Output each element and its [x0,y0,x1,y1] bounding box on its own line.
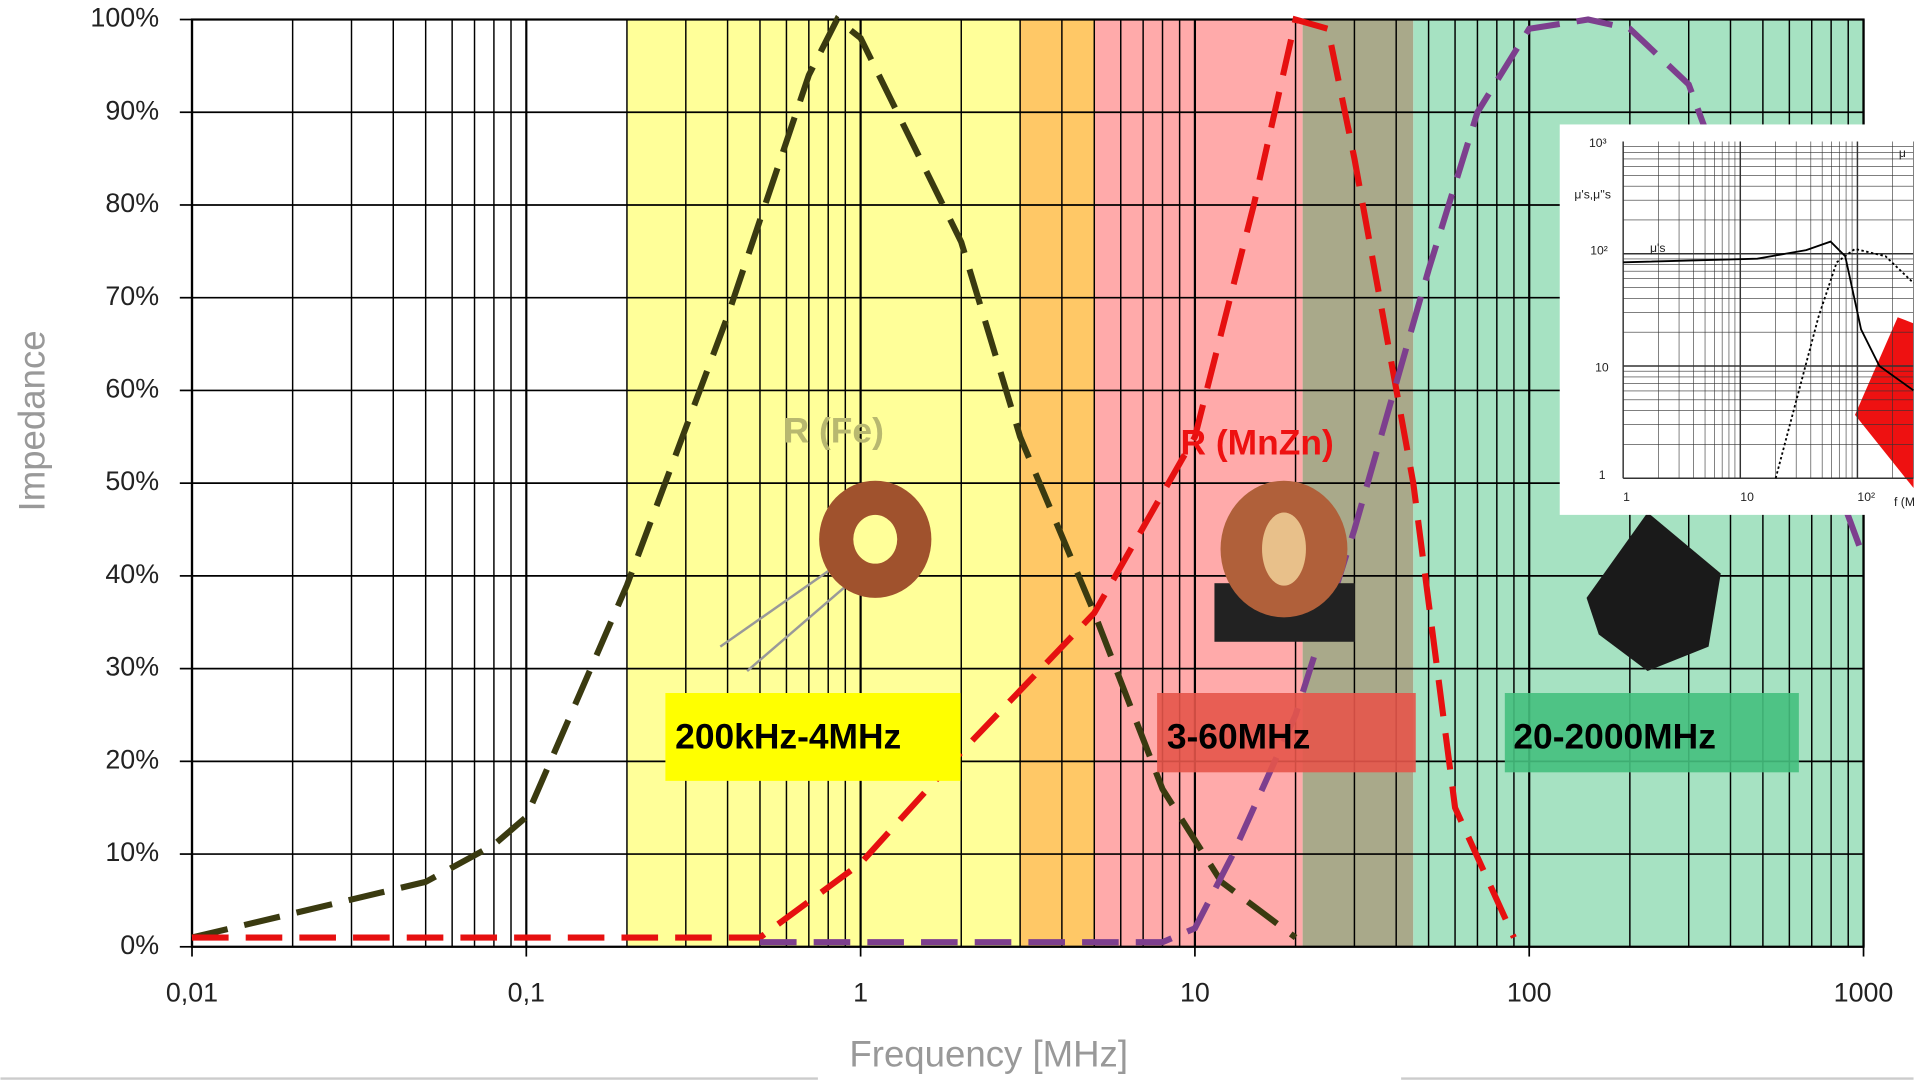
band-label: 3-60MHz [1167,718,1311,757]
photos [719,480,1721,672]
band-label: 20-2000MHz [1513,718,1716,757]
y-tick-label: 10% [105,837,159,867]
inset-label: 10³ [1589,136,1607,150]
curves [191,14,1867,946]
inset-label: 10 [1595,361,1609,375]
inset-label: f (M [1894,495,1914,509]
x-axis-title: Frequency [MHz] [849,1033,1128,1074]
band-label-box [1504,693,1799,773]
arrow [1854,317,1914,489]
inset-curve [1774,247,1914,479]
x-tick-label: 0,1 [508,977,545,1007]
inset-label: 10² [1590,244,1608,258]
y-tick-label: 70% [105,281,159,311]
inset-label: μ's,μ''s [1574,187,1611,201]
y-tick-label: 30% [105,652,159,682]
impedance-curve [191,14,1298,941]
y-tick-label: 80% [105,188,159,218]
common-mode-choke-photo [1214,480,1355,642]
inset-curve [1623,240,1914,392]
impedance-curve [192,15,1517,941]
annotations: 200kHz-4MHz 3-60MHz 20-2000MHz R (Fe) R (MnZ… [665,411,1799,781]
x-tick-label: 100 [1507,977,1552,1007]
x-tick-label: 10 [1180,977,1210,1007]
y-axis-title: Impedance [11,330,52,511]
y-tick-label: 50% [105,466,159,496]
y-tick-label: 90% [105,95,159,125]
curve-label: R (MnZn) [1181,424,1334,463]
inset-panel [1559,124,1914,515]
band-label-box [665,693,961,781]
band-label-box [1157,693,1416,773]
x-tick-label: 1000 [1834,977,1894,1007]
inset-label: 1 [1623,490,1630,504]
inset-label: 10² [1857,490,1875,504]
inset-label: μ's [1650,241,1665,255]
band-label: 200kHz-4MHz [675,718,901,757]
toroid-photo [719,480,932,672]
x-tick-label: 0,01 [166,977,218,1007]
inset-label: μ [1899,146,1906,160]
inset-graph: 10³ μ's,μ''s 10² μ's 10 1 1 10 10² f (M μ [1559,124,1914,515]
curve-label: R (Fe) [784,411,884,450]
y-tick-label: 100% [90,3,159,33]
impedance-curve [759,16,1867,946]
inset-label: 10 [1740,490,1754,504]
x-tick-label: 1 [853,977,868,1007]
y-tick-label: 20% [105,744,159,774]
y-tick-label: 60% [105,374,159,404]
y-tick-label: 0% [120,930,159,960]
clamp-ferrite-photo [1586,512,1721,672]
inset-label: 1 [1599,468,1606,482]
y-tick-label: 40% [105,559,159,589]
